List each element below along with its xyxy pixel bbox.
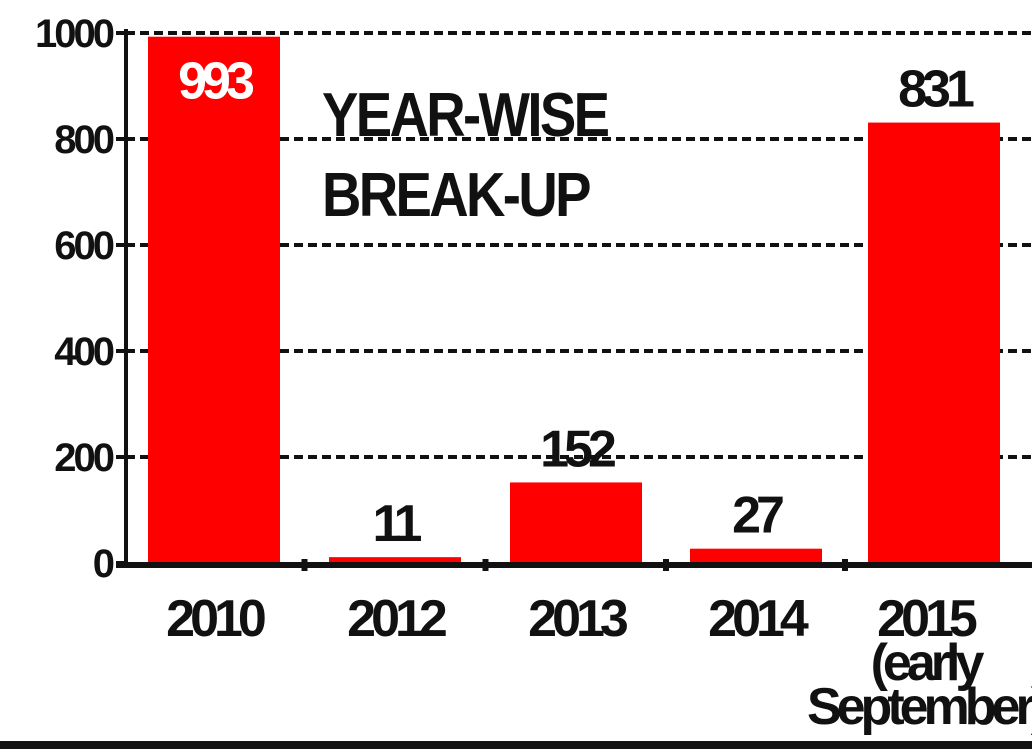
bar-2015 (868, 122, 1000, 563)
y-tick-label: 200 (54, 436, 113, 480)
x-tick-label: September) (807, 678, 1032, 736)
x-tick-label: 2012 (347, 590, 446, 648)
x-tick-label: (early (871, 634, 985, 692)
chart-title-line-2: BREAK-UP (322, 161, 591, 230)
chart-title-line-1: YEAR-WISE (322, 81, 610, 150)
bar-2012 (329, 557, 461, 563)
bottom-rule (0, 741, 1032, 749)
x-tick-label: 2013 (528, 590, 628, 648)
y-tick-label: 800 (54, 118, 113, 162)
bar-2010 (148, 36, 280, 563)
data-label: 152 (540, 420, 615, 478)
chart-title: YEAR-WISE BREAK-UP (322, 76, 610, 236)
bar-2014 (690, 548, 822, 563)
y-tick-label: 1000 (35, 12, 114, 56)
x-tick-label: 2014 (708, 590, 809, 648)
data-label: 831 (898, 61, 974, 119)
y-tick-label: 0 (93, 542, 114, 586)
data-label: 993 (178, 53, 254, 111)
x-tick-label: 2015 (877, 590, 977, 648)
y-tick-label: 600 (54, 224, 113, 268)
data-label: 11 (373, 495, 422, 553)
data-label: 27 (732, 487, 783, 545)
x-tick-label: 2010 (166, 590, 265, 648)
y-tick-label: 400 (54, 330, 113, 374)
bar-2013 (510, 482, 642, 563)
